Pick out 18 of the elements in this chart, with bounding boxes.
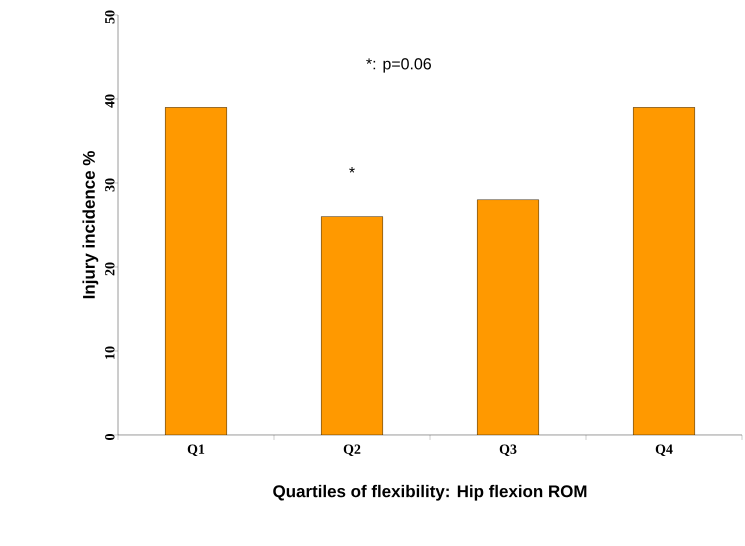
- y-tick-label: 20: [105, 262, 114, 276]
- y-tick-label: 30: [105, 178, 114, 192]
- bar: [477, 200, 539, 435]
- x-tick-label: Q3: [500, 444, 516, 456]
- annotation: *: p=0.06: [366, 58, 431, 73]
- y-tick-label: 10: [105, 346, 114, 359]
- annotation: *: [349, 167, 355, 173]
- bar: [165, 107, 227, 435]
- x-axis-title: Quartiles of flexibility: Hip flexion ROM: [273, 484, 586, 501]
- x-tick-label: Q4: [656, 444, 673, 456]
- x-tick-label: Q1: [188, 444, 204, 456]
- y-tick-label: 0: [105, 434, 114, 440]
- bar: [321, 216, 383, 435]
- bar: [633, 107, 696, 435]
- x-tick-label: Q2: [344, 444, 360, 456]
- y-tick-label: 40: [105, 94, 114, 108]
- y-tick-label: 50: [105, 10, 114, 24]
- y-axis-title: Injury incidence %: [82, 151, 98, 298]
